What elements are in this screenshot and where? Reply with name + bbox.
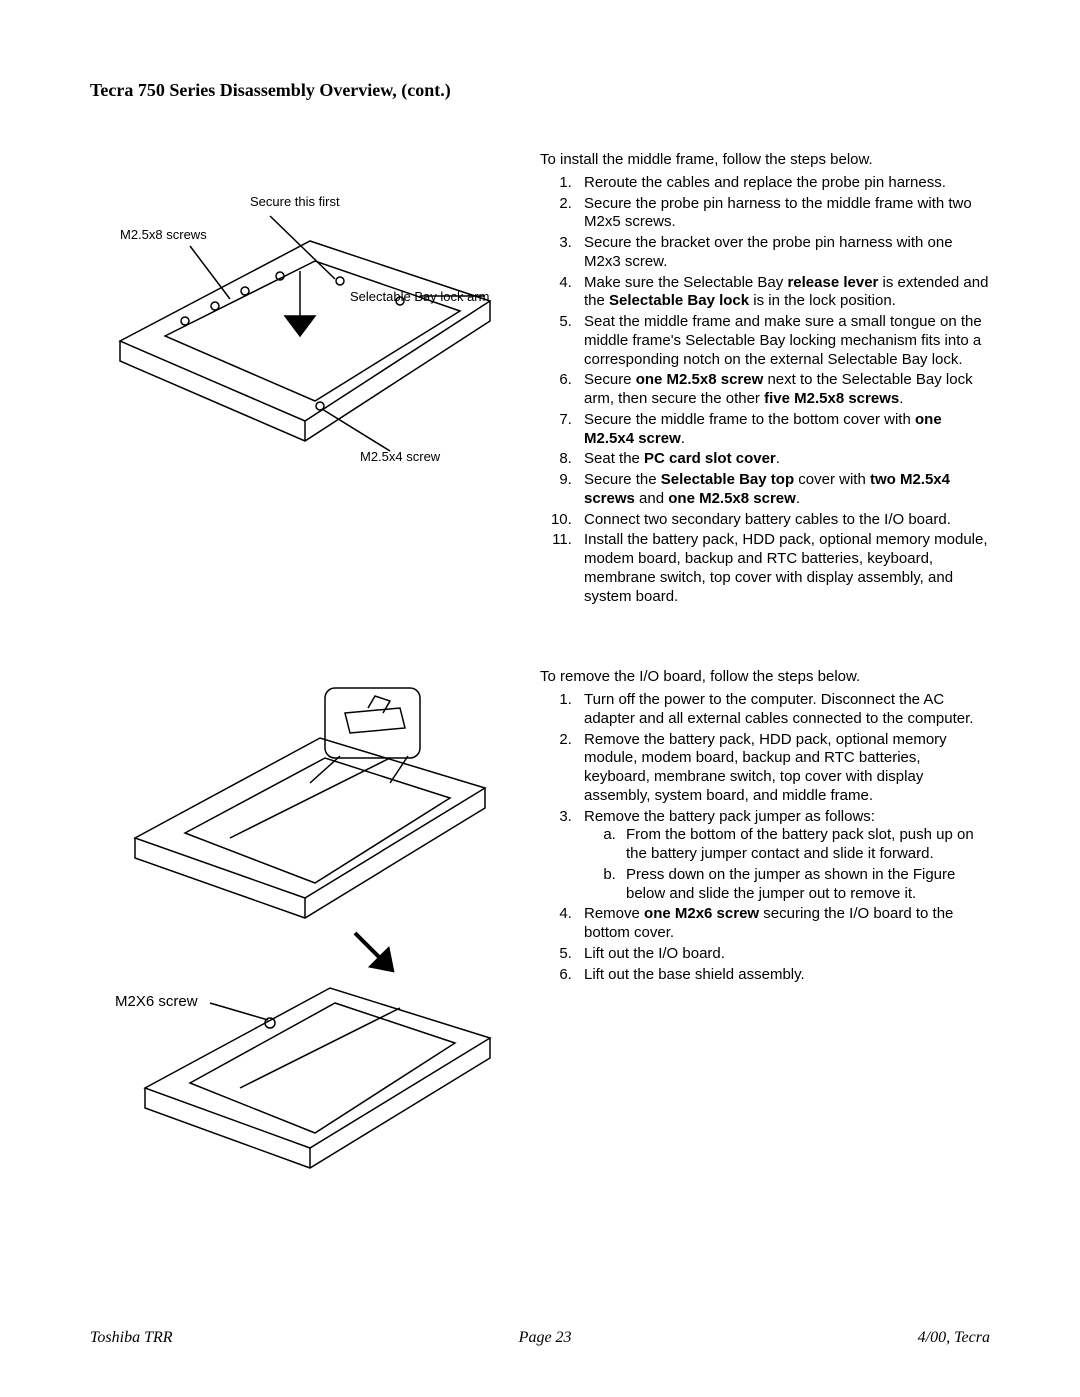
diagram-middle-frame: Secure this first M2.5x8 screws Selectab… bbox=[90, 151, 510, 491]
step-item: Secure one M2.5x8 screw next to the Sele… bbox=[576, 371, 990, 409]
step-item: Reroute the cables and replace the probe… bbox=[576, 174, 990, 193]
step-item: Make sure the Selectable Bay release lev… bbox=[576, 274, 990, 312]
label-bay-lock-arm: Selectable Bay lock arm bbox=[350, 289, 489, 304]
label-secure-first: Secure this first bbox=[250, 194, 340, 209]
substeps-list: From the bottom of the battery pack slot… bbox=[620, 826, 990, 903]
label-m25x4-screw: M2.5x4 screw bbox=[360, 449, 441, 464]
section-remove-io-board: M2X6 screw To remove the I/O board, foll… bbox=[90, 668, 990, 1193]
step-item: Connect two secondary battery cables to … bbox=[576, 511, 990, 530]
footer-center: Page 23 bbox=[519, 1329, 572, 1347]
step-item: Secure the middle frame to the bottom co… bbox=[576, 411, 990, 449]
step-item: Install the battery pack, HDD pack, opti… bbox=[576, 531, 990, 606]
remove-text: To remove the I/O board, follow the step… bbox=[540, 668, 990, 986]
label-m2x6-screw: M2X6 screw bbox=[115, 993, 198, 1010]
substep-item: From the bottom of the battery pack slot… bbox=[620, 826, 990, 864]
install-intro: To install the middle frame, follow the … bbox=[540, 151, 990, 170]
substep-item: Press down on the jumper as shown in the… bbox=[620, 866, 990, 904]
step-item: Lift out the I/O board. bbox=[576, 945, 990, 964]
remove-steps-list: Turn off the power to the computer. Disc… bbox=[576, 691, 990, 984]
step-item: Remove the battery pack, HDD pack, optio… bbox=[576, 731, 990, 806]
remove-intro: To remove the I/O board, follow the step… bbox=[540, 668, 990, 687]
page-title: Tecra 750 Series Disassembly Overview, (… bbox=[90, 80, 990, 101]
step-item: Seat the middle frame and make sure a sm… bbox=[576, 313, 990, 369]
diagram-io-board: M2X6 screw bbox=[90, 668, 510, 1188]
step-item: Lift out the base shield assembly. bbox=[576, 966, 990, 985]
label-m25x8-screws: M2.5x8 screws bbox=[120, 227, 207, 242]
step-item: Secure the Selectable Bay top cover with… bbox=[576, 471, 990, 509]
install-text: To install the middle frame, follow the … bbox=[540, 151, 990, 608]
footer-right: 4/00, Tecra bbox=[918, 1329, 990, 1347]
footer-left: Toshiba TRR bbox=[90, 1329, 173, 1347]
figure-io-board: M2X6 screw bbox=[90, 668, 510, 1193]
page-footer: Toshiba TRR Page 23 4/00, Tecra bbox=[90, 1329, 990, 1347]
step-item: Remove the battery pack jumper as follow… bbox=[576, 808, 990, 904]
figure-middle-frame: Secure this first M2.5x8 screws Selectab… bbox=[90, 151, 510, 496]
section-install-middle-frame: Secure this first M2.5x8 screws Selectab… bbox=[90, 151, 990, 608]
step-item: Secure the bracket over the probe pin ha… bbox=[576, 234, 990, 272]
install-steps-list: Reroute the cables and replace the probe… bbox=[576, 174, 990, 607]
step-item: Turn off the power to the computer. Disc… bbox=[576, 691, 990, 729]
step-item: Remove one M2x6 screw securing the I/O b… bbox=[576, 905, 990, 943]
step-item: Seat the PC card slot cover. bbox=[576, 450, 990, 469]
step-item: Secure the probe pin harness to the midd… bbox=[576, 195, 990, 233]
